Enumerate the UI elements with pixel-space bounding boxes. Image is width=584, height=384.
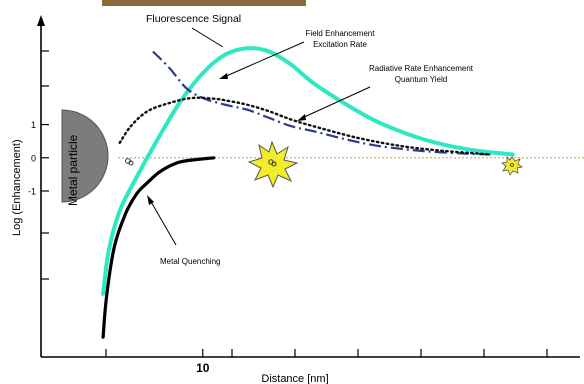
header-image-strip xyxy=(102,0,306,6)
metal-quenching-label: Metal Quenching xyxy=(160,257,220,266)
fluorescence-signal-label: Fluorescence Signal xyxy=(146,13,241,25)
x-tick-label-0: 10 xyxy=(196,361,210,375)
radiative-rate-line xyxy=(118,96,492,156)
x-axis-minor-ticks xyxy=(105,349,548,357)
y-tick-label-0: 1 xyxy=(31,120,36,130)
field-enhancement-line xyxy=(152,50,491,156)
distant-molecule-burst-icon xyxy=(501,156,523,176)
excited-molecule-burst-icon xyxy=(247,140,299,189)
radiative-rate-label-line2: Quantum Yield xyxy=(395,75,447,84)
y-tick-label-2: -1 xyxy=(28,186,36,196)
field-enhancement-label-line1: Field Enhancement xyxy=(306,29,376,38)
axis-ticks: 10-110 xyxy=(28,120,210,375)
metal-quenching-pointer xyxy=(149,199,177,246)
fluorescence-signal-pointer xyxy=(191,27,224,48)
radiative-rate-pointer xyxy=(301,86,371,119)
y-axis-title: Log (Enhancement) xyxy=(11,139,23,236)
y-tick-label-1: 0 xyxy=(31,153,36,163)
y-axis xyxy=(37,15,45,357)
field-enhancement-pointer xyxy=(223,41,305,78)
radiative-rate-arrowhead xyxy=(297,114,306,121)
field-enhancement-arrowhead xyxy=(219,73,228,79)
metal-particle-shape xyxy=(61,109,109,203)
field-enhancement-label-line2: Excitation Rate xyxy=(313,40,367,49)
metal-particle-label: Metal particle xyxy=(66,134,80,206)
radiative-rate-label-line1: Radiative Rate Enhancement xyxy=(369,64,474,73)
y-axis-minor-ticks xyxy=(41,50,49,280)
fluorescence-signal-line xyxy=(101,46,515,296)
metal-quenching-arrowhead xyxy=(147,195,154,205)
x-axis-title: Distance [nm] xyxy=(261,373,328,384)
molecule-small-icon xyxy=(125,158,134,166)
metal-quenching-line xyxy=(101,156,216,339)
